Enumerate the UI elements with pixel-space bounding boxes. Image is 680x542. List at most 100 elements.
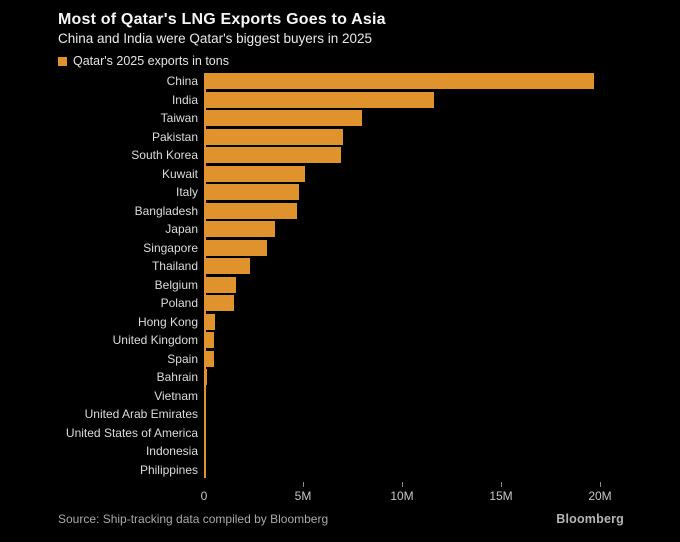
bar-track bbox=[204, 73, 680, 90]
bar-track bbox=[204, 406, 680, 423]
bar-row: South Korea bbox=[0, 146, 680, 165]
bar bbox=[204, 313, 215, 330]
country-label: Poland bbox=[160, 296, 198, 310]
bar bbox=[204, 461, 206, 478]
bar bbox=[204, 73, 595, 90]
x-tick-label: 15M bbox=[489, 489, 513, 503]
bar-track bbox=[204, 276, 680, 293]
bar bbox=[204, 443, 206, 460]
country-label: Pakistan bbox=[151, 129, 198, 144]
country-label: Thailand bbox=[151, 259, 198, 273]
bar-row: United States of America bbox=[0, 424, 680, 443]
bar-track bbox=[204, 202, 680, 219]
bar bbox=[204, 295, 234, 312]
bloomberg-logo: Bloomberg bbox=[556, 512, 624, 526]
bar bbox=[204, 91, 434, 108]
bar-track bbox=[204, 128, 680, 145]
bar bbox=[204, 369, 207, 386]
country-label: Belgium bbox=[154, 277, 198, 292]
bar-track bbox=[204, 424, 680, 441]
bar bbox=[204, 276, 236, 293]
bar-row: Thailand bbox=[0, 257, 680, 276]
legend-swatch-icon bbox=[58, 56, 67, 66]
country-label: Vietnam bbox=[154, 388, 198, 403]
x-tick-mark bbox=[600, 482, 601, 487]
chart-title: Most of Qatar's LNG Exports Goes to Asia bbox=[58, 11, 386, 28]
x-tick-label: 20M bbox=[588, 489, 612, 503]
bar-track bbox=[204, 147, 680, 164]
bar-track bbox=[204, 110, 680, 127]
country-label: Singapore bbox=[143, 240, 198, 255]
bar bbox=[204, 239, 268, 256]
bar-track bbox=[204, 221, 680, 238]
bar bbox=[204, 221, 276, 238]
bar-track bbox=[204, 165, 680, 182]
source-note: Source: Ship-tracking data compiled by B… bbox=[58, 512, 329, 526]
bar bbox=[204, 147, 341, 164]
bar-row: Philippines bbox=[0, 461, 680, 480]
country-label: Bangladesh bbox=[134, 203, 198, 218]
x-tick-mark bbox=[501, 482, 502, 487]
bar bbox=[204, 406, 206, 423]
country-label: Taiwan bbox=[160, 111, 198, 125]
bar-row: Hong Kong bbox=[0, 313, 680, 332]
footer: Source: Ship-tracking data compiled by B… bbox=[58, 512, 624, 526]
chart-subtitle: China and India were Qatar's biggest buy… bbox=[58, 31, 373, 46]
bar-track bbox=[204, 461, 680, 478]
bar-row: United Arab Emirates bbox=[0, 405, 680, 424]
bar bbox=[204, 165, 305, 182]
bar-row: China bbox=[0, 72, 680, 91]
zero-baseline bbox=[204, 73, 206, 478]
country-label: Spain bbox=[167, 351, 198, 366]
bar bbox=[204, 128, 343, 145]
legend: Qatar's 2025 exports in tons bbox=[58, 54, 229, 68]
x-tick-mark bbox=[303, 482, 304, 487]
x-tick-label: 0 bbox=[200, 489, 208, 503]
x-axis: 0 5M 10M 15M 20M bbox=[200, 479, 680, 511]
bar bbox=[204, 350, 214, 367]
bar bbox=[204, 110, 363, 127]
bar bbox=[204, 387, 207, 404]
bar-row: United Kingdom bbox=[0, 331, 680, 350]
bar-track bbox=[204, 295, 680, 312]
bar-track bbox=[204, 91, 680, 108]
bar-row: Japan bbox=[0, 220, 680, 239]
bar bbox=[204, 184, 300, 201]
country-label: Philippines bbox=[139, 462, 198, 477]
country-label: Hong Kong bbox=[137, 314, 198, 329]
bar-track bbox=[204, 443, 680, 460]
bar-track bbox=[204, 258, 680, 275]
bar-row: Poland bbox=[0, 294, 680, 313]
bar-track bbox=[204, 369, 680, 386]
bar-row: Bangladesh bbox=[0, 202, 680, 221]
country-label: United Arab Emirates bbox=[84, 407, 198, 421]
bar-track bbox=[204, 239, 680, 256]
bar-track bbox=[204, 350, 680, 367]
bar-track bbox=[204, 387, 680, 404]
country-label: United Kingdom bbox=[112, 333, 198, 347]
bar-row: Bahrain bbox=[0, 368, 680, 387]
bar-row: Indonesia bbox=[0, 442, 680, 461]
bar-row: Kuwait bbox=[0, 165, 680, 184]
country-label: Bahrain bbox=[156, 370, 198, 384]
bar-track bbox=[204, 332, 680, 349]
country-label: Kuwait bbox=[161, 166, 198, 181]
country-label: Italy bbox=[175, 185, 198, 199]
x-tick-label: 5M bbox=[294, 489, 312, 503]
bar bbox=[204, 258, 250, 275]
bar bbox=[204, 424, 206, 441]
bar bbox=[204, 332, 214, 349]
bar-row: Singapore bbox=[0, 239, 680, 258]
x-tick-mark bbox=[402, 482, 403, 487]
bar bbox=[204, 202, 298, 219]
country-label: United States of America bbox=[65, 425, 198, 440]
bar-row: Vietnam bbox=[0, 387, 680, 406]
bar-chart: China India Taiwan Pakistan South Korea Kuwai… bbox=[0, 72, 680, 511]
legend-label: Qatar's 2025 exports in tons bbox=[73, 54, 229, 68]
bar-row: Taiwan bbox=[0, 109, 680, 128]
bar-row: Spain bbox=[0, 350, 680, 369]
country-label: Indonesia bbox=[145, 444, 198, 458]
country-label: Japan bbox=[165, 222, 198, 236]
country-label: South Korea bbox=[131, 148, 198, 162]
